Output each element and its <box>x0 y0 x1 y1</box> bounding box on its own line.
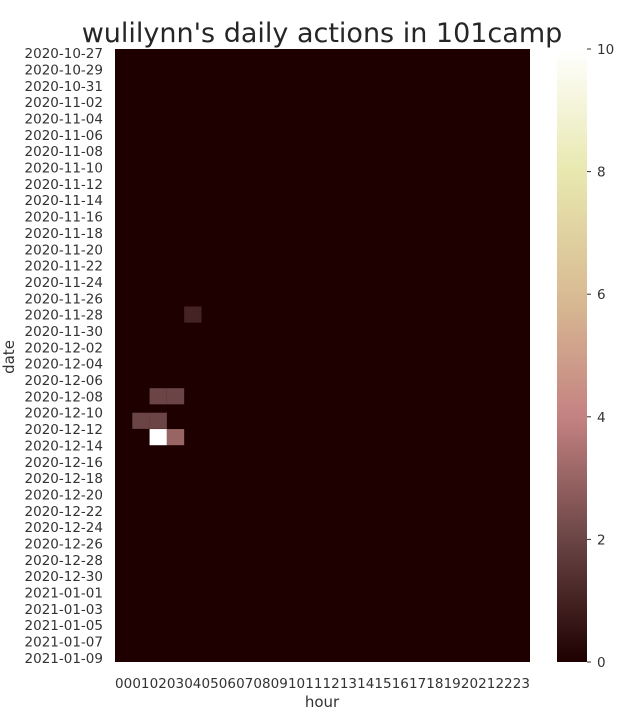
x-tick-label: 22 <box>495 676 512 692</box>
y-tick-label: 2020-11-26 <box>25 291 103 307</box>
x-tick-label: 00 <box>115 676 132 692</box>
y-tick-label: 2020-12-14 <box>25 438 103 454</box>
y-tick-label: 2020-11-28 <box>25 308 103 324</box>
x-tick-label: 16 <box>392 676 409 692</box>
x-tick-label: 17 <box>409 676 426 692</box>
y-tick-label: 2020-11-16 <box>25 210 103 226</box>
colorbar <box>557 49 587 662</box>
y-tick-label: 2020-12-08 <box>25 389 103 405</box>
colorbar-tick-label: 6 <box>597 287 606 303</box>
y-axis-ticks: 2020-10-272020-10-292020-10-312020-11-02… <box>25 46 103 667</box>
heatmap-cell <box>184 306 202 323</box>
y-tick-label: 2020-11-02 <box>25 95 103 111</box>
y-tick-label: 2020-11-06 <box>25 128 103 144</box>
x-tick-label: 02 <box>150 676 167 692</box>
x-tick-label: 20 <box>461 676 478 692</box>
y-tick-label: 2020-12-28 <box>25 553 103 569</box>
x-tick-label: 14 <box>357 676 374 692</box>
heatmap-cell <box>149 388 167 405</box>
chart-title: wulilynn's daily actions in 101camp <box>82 18 563 49</box>
y-tick-label: 2020-11-10 <box>25 161 103 177</box>
heatmap-cells <box>115 49 530 662</box>
heatmap-cell <box>166 388 185 405</box>
colorbar-tick-label: 4 <box>597 410 606 426</box>
y-tick-label: 2020-12-06 <box>25 373 103 389</box>
y-tick-label: 2020-10-31 <box>25 79 103 95</box>
x-axis-label: hour <box>305 693 340 711</box>
y-tick-label: 2021-01-09 <box>25 651 103 667</box>
y-tick-label: 2021-01-05 <box>25 618 103 634</box>
heatmap-cell <box>132 412 150 429</box>
heatmap-cell <box>149 429 167 446</box>
x-tick-label: 13 <box>340 676 357 692</box>
y-tick-label: 2020-12-04 <box>25 357 103 373</box>
y-tick-label: 2020-11-14 <box>25 193 103 209</box>
x-tick-label: 04 <box>184 676 201 692</box>
x-tick-label: 19 <box>444 676 461 692</box>
x-tick-label: 03 <box>167 676 184 692</box>
colorbar-ticks: 0 2 4 6 8 10 <box>587 42 614 671</box>
y-tick-label: 2020-12-02 <box>25 340 103 356</box>
y-tick-label: 2021-01-01 <box>25 586 103 602</box>
x-tick-label: 12 <box>323 676 340 692</box>
x-tick-label: 06 <box>219 676 236 692</box>
x-tick-label: 09 <box>271 676 288 692</box>
y-tick-label: 2020-11-18 <box>25 226 103 242</box>
x-tick-label: 15 <box>374 676 391 692</box>
x-tick-label: 07 <box>236 676 253 692</box>
colorbar-tick-label: 8 <box>597 165 606 181</box>
y-tick-label: 2020-12-30 <box>25 569 103 585</box>
y-axis-label: date <box>0 340 18 374</box>
y-tick-label: 2020-11-24 <box>25 275 103 291</box>
y-tick-label: 2020-12-26 <box>25 536 103 552</box>
y-tick-label: 2021-01-07 <box>25 635 103 651</box>
heatmap-cell <box>149 412 167 429</box>
y-tick-label: 2020-12-18 <box>25 471 103 487</box>
heatmap-cell <box>166 429 185 446</box>
y-tick-label: 2020-10-29 <box>25 62 103 78</box>
x-tick-label: 10 <box>288 676 305 692</box>
x-tick-label: 18 <box>426 676 443 692</box>
y-tick-label: 2020-10-27 <box>25 46 103 62</box>
x-tick-label: 23 <box>513 676 530 692</box>
y-tick-label: 2020-12-10 <box>25 406 103 422</box>
y-tick-label: 2020-12-12 <box>25 422 103 438</box>
colorbar-tick-label: 2 <box>597 532 606 548</box>
x-tick-label: 01 <box>132 676 149 692</box>
x-tick-label: 11 <box>305 676 322 692</box>
y-tick-label: 2020-11-12 <box>25 177 103 193</box>
x-tick-label: 21 <box>478 676 495 692</box>
x-axis-ticks: 00 01 02 03 04 05 06 07 08 09 10 11 12 13 14 15 16 17 18 19… <box>115 676 530 692</box>
y-tick-label: 2020-11-30 <box>25 324 103 340</box>
y-tick-label: 2020-12-20 <box>25 487 103 503</box>
y-tick-label: 2020-12-16 <box>25 455 103 471</box>
y-tick-label: 2020-12-22 <box>25 504 103 520</box>
colorbar-tick-label: 0 <box>597 655 606 671</box>
y-tick-label: 2020-12-24 <box>25 520 103 536</box>
y-tick-label: 2020-11-22 <box>25 259 103 275</box>
y-tick-label: 2021-01-03 <box>25 602 103 618</box>
y-tick-label: 2020-11-04 <box>25 111 103 127</box>
x-tick-label: 05 <box>202 676 219 692</box>
heatmap-background <box>115 49 530 662</box>
colorbar-tick-label: 10 <box>597 42 614 58</box>
y-tick-label: 2020-11-20 <box>25 242 103 258</box>
x-tick-label: 08 <box>253 676 270 692</box>
y-tick-label: 2020-11-08 <box>25 144 103 160</box>
